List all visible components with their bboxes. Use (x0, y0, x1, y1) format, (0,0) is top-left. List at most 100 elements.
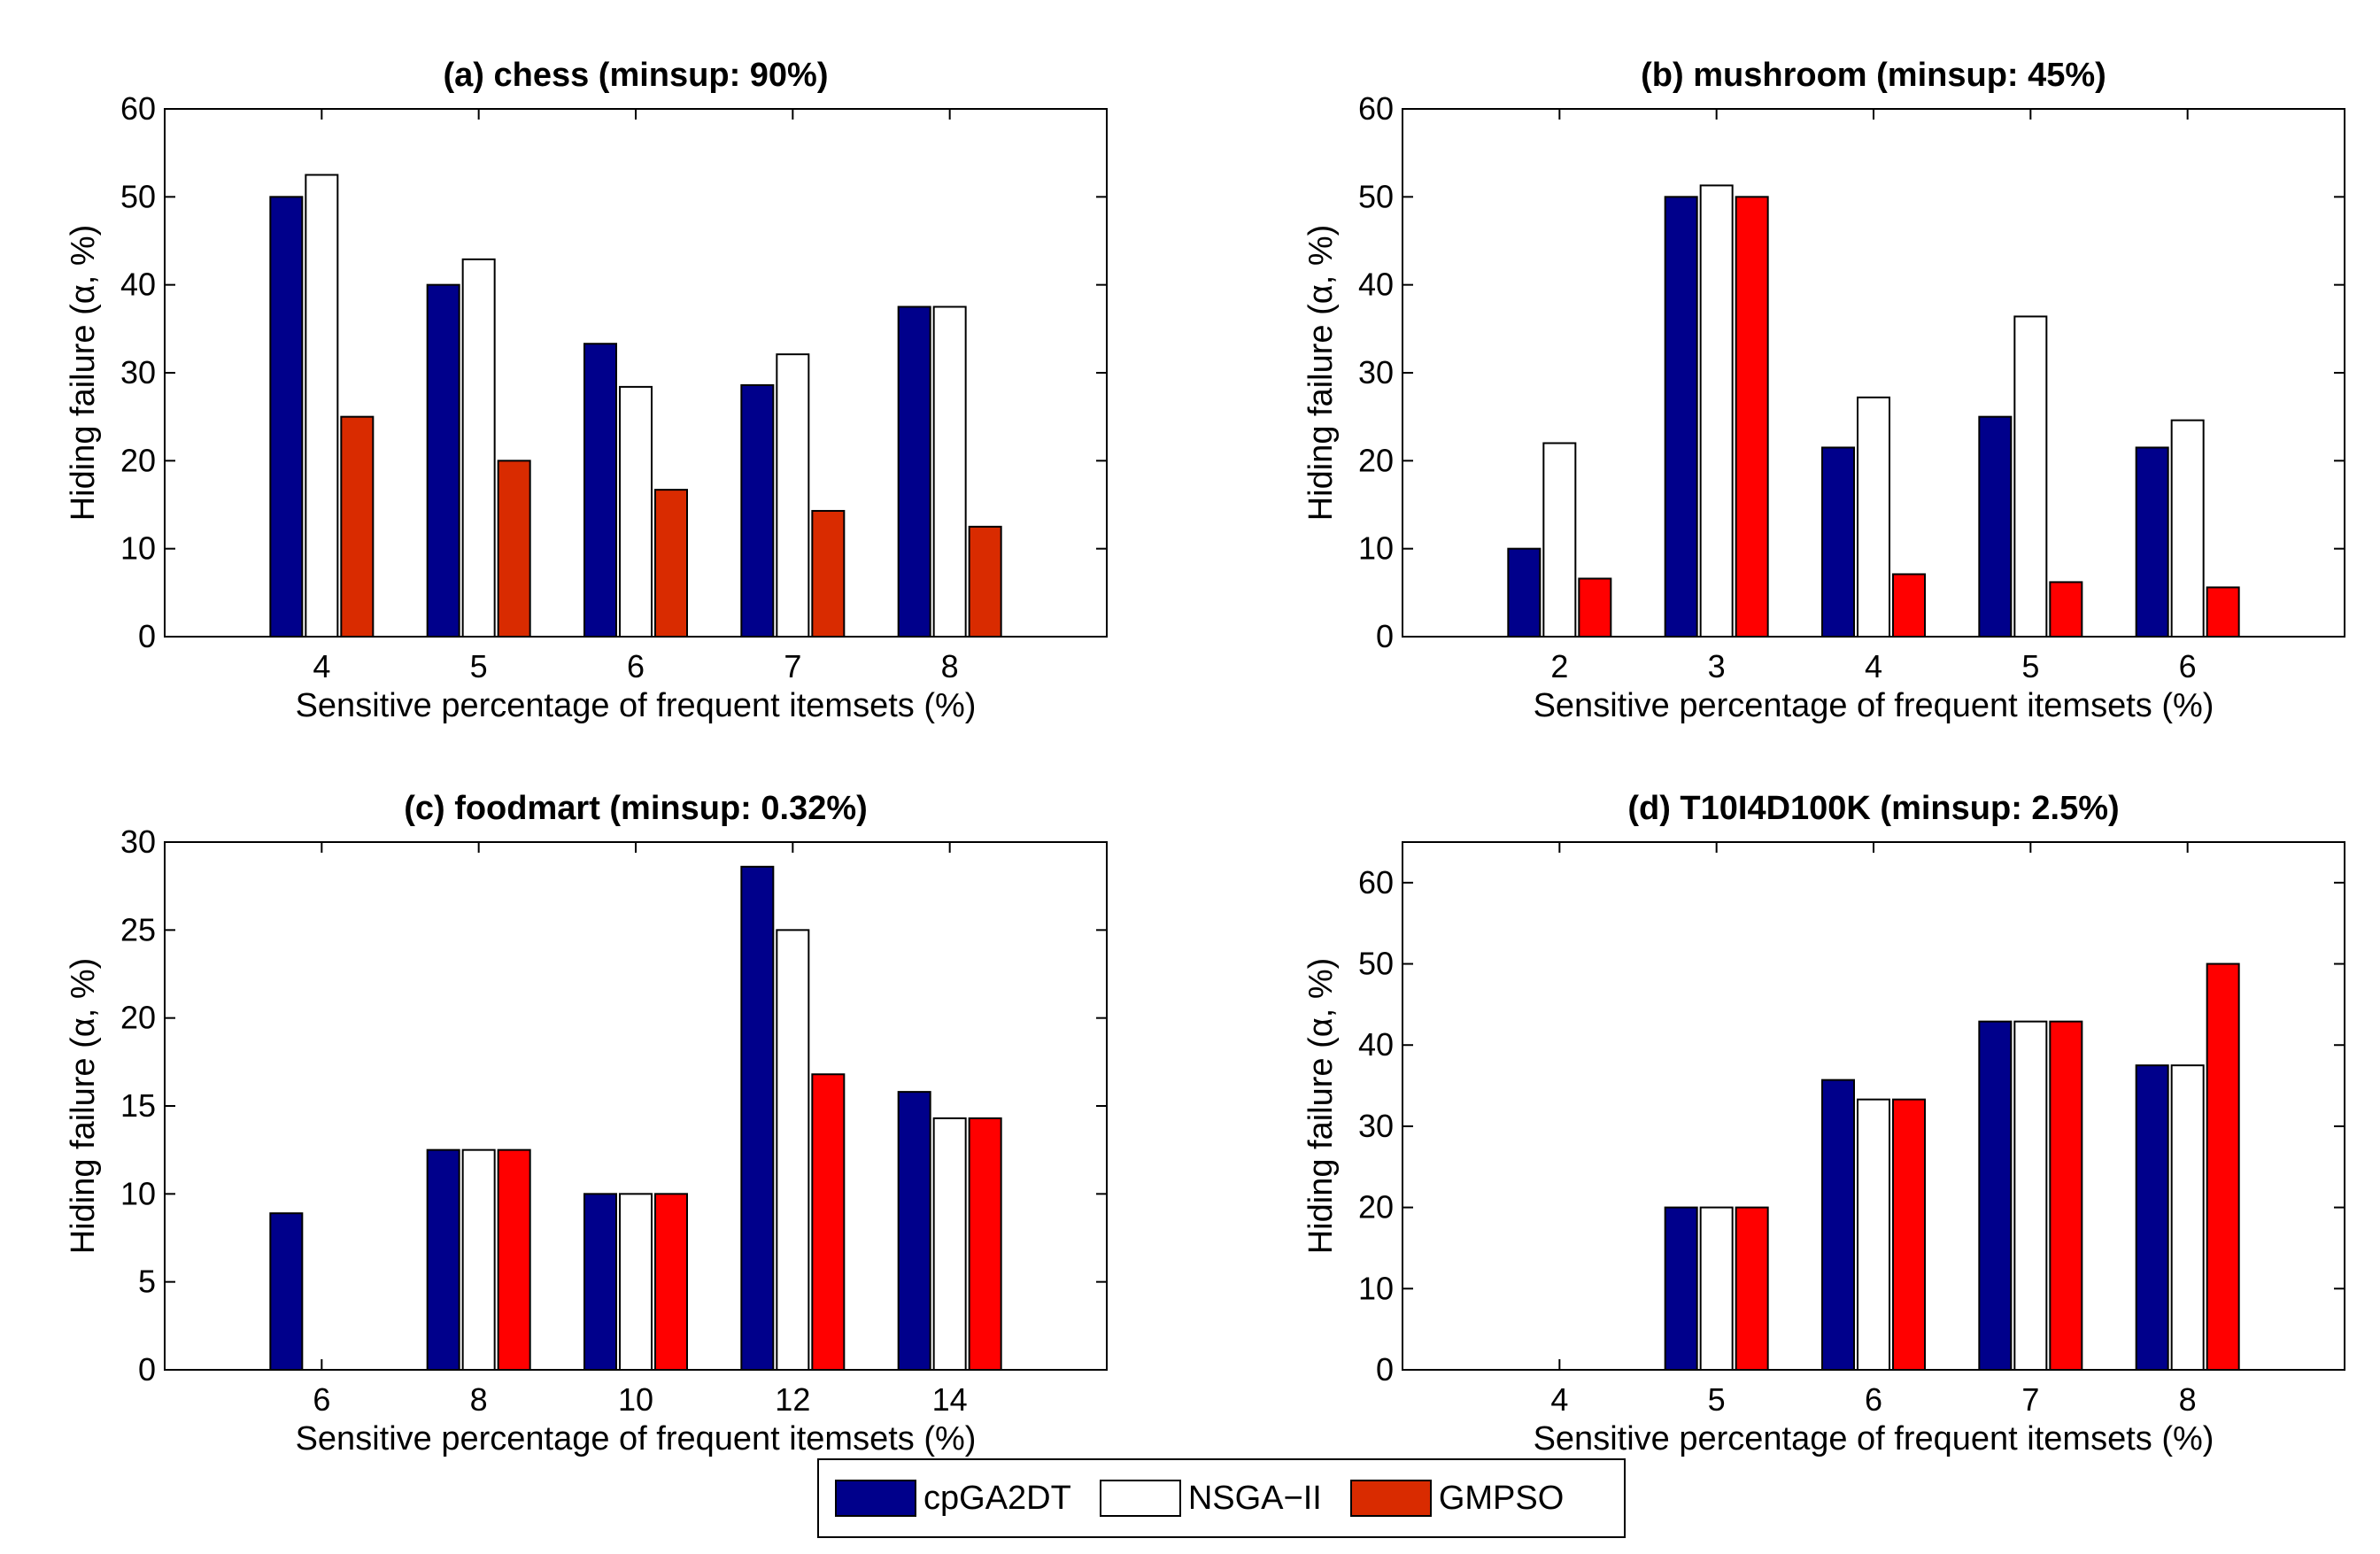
chart-title: (c) foodmart (minsup: 0.32%) (404, 790, 868, 827)
legend-item-nsga2: NSGA−II (1099, 1479, 1322, 1518)
bar-nsga2-8 (461, 1148, 496, 1371)
x-axis-label: Sensitive percentage of frequent itemset… (1534, 687, 2214, 724)
bar-gmpso-7 (2049, 1020, 2083, 1371)
bar-nsga2-7 (2013, 1020, 2048, 1371)
x-tick-label: 14 (932, 1381, 968, 1418)
y-tick-label: 40 (1358, 1026, 1394, 1063)
x-tick-label: 5 (2021, 648, 2039, 684)
bar-cpga2dt-6 (583, 343, 617, 638)
y-tick-label: 25 (120, 911, 156, 947)
legend-swatch-cpga2dt (835, 1480, 916, 1517)
y-tick-label: 20 (120, 1000, 156, 1036)
x-tick-label: 2 (1550, 648, 1568, 684)
y-tick-label: 50 (1358, 178, 1394, 214)
y-axis-label: Hiding failure (α, %) (1302, 225, 1340, 522)
bar-nsga2-5 (461, 258, 496, 638)
bar-gmpso-4 (340, 415, 375, 638)
y-tick-label: 20 (1358, 442, 1394, 478)
y-tick-label: 10 (120, 530, 156, 567)
chart-chess: 0 10 20 30 40 50 60 4 5 6 7 8 (a) chess (minsup: 90%… (65, 57, 1108, 724)
x-tick-label: 5 (1708, 1381, 1726, 1418)
bar-gmpso-5 (2049, 581, 2083, 638)
bar-cpga2dt-12 (740, 865, 775, 1371)
legend-item-gmpso: GMPSO (1349, 1479, 1565, 1518)
bar-cpga2dt-6 (2135, 446, 2169, 638)
legend-label-nsga2: NSGA−II (1187, 1479, 1322, 1517)
bar-nsga2-12 (776, 929, 810, 1372)
x-tick-label: 6 (313, 1381, 330, 1418)
legend: cpGA2DT NSGA−II GMPSO (817, 1458, 1626, 1538)
chart-title: (a) chess (minsup: 90%) (444, 57, 829, 94)
y-tick-label: 0 (138, 1351, 156, 1388)
bar-cpga2dt-6 (1821, 1079, 1855, 1371)
y-tick-label: 40 (1358, 267, 1394, 303)
bar-cpga2dt-6 (269, 1212, 304, 1371)
bar-gmpso-7 (811, 509, 846, 638)
chart-t10i4d100k: 0 10 20 30 40 50 60 4 5 6 7 8 (d) T10I4D100K (minsup… (1302, 790, 2345, 1457)
bar-nsga2-6 (619, 385, 653, 638)
y-tick-label: 15 (120, 1087, 156, 1124)
x-tick-label: 4 (1550, 1381, 1568, 1418)
legend-label-gmpso: GMPSO (1438, 1479, 1565, 1517)
y-tick-label: 5 (138, 1264, 156, 1300)
y-tick-label: 50 (1358, 946, 1394, 982)
bar-nsga2-5 (2013, 315, 2048, 638)
x-tick-label: 8 (470, 1381, 488, 1418)
bar-cpga2dt-4 (1821, 446, 1855, 638)
x-tick-label: 6 (2179, 648, 2197, 684)
bar-cpga2dt-2 (1507, 547, 1542, 638)
bar-cpga2dt-8 (426, 1148, 460, 1371)
bar-gmpso-6 (1892, 1098, 1926, 1372)
y-tick-label: 30 (120, 354, 156, 390)
y-tick-label: 0 (1376, 1351, 1394, 1388)
bar-cpga2dt-4 (269, 196, 304, 638)
x-tick-label: 3 (1708, 648, 1726, 684)
x-axis-label: Sensitive percentage of frequent itemset… (1534, 1420, 2214, 1457)
bar-gmpso-8 (2206, 963, 2240, 1371)
x-axis-label: Sensitive percentage of frequent itemset… (296, 687, 977, 724)
x-tick-label: 6 (627, 648, 645, 684)
y-axis-label: Hiding failure (α, %) (65, 225, 102, 522)
bar-nsga2-3 (1699, 184, 1734, 638)
x-tick-label: 12 (775, 1381, 810, 1418)
bar-nsga2-8 (2170, 1064, 2205, 1371)
x-tick-label: 6 (1865, 1381, 1882, 1418)
bar-nsga2-5 (1699, 1206, 1734, 1371)
x-axis-label: Sensitive percentage of frequent itemset… (296, 1420, 977, 1457)
x-tick-label: 8 (941, 648, 959, 684)
bar-gmpso-10 (654, 1193, 688, 1372)
y-tick-label: 50 (120, 178, 156, 214)
chart-mushroom: 0 10 20 30 40 50 60 2 3 4 5 6 (b) mushroom (minsup: … (1302, 57, 2345, 724)
bar-cpga2dt-3 (1664, 196, 1698, 638)
bar-cpga2dt-7 (1978, 1020, 2013, 1371)
bar-cpga2dt-5 (426, 283, 460, 638)
bar-nsga2-10 (619, 1193, 653, 1372)
bar-gmpso-12 (811, 1073, 846, 1371)
bar-gmpso-6 (2206, 586, 2240, 638)
bar-cpga2dt-10 (583, 1193, 617, 1372)
bar-gmpso-5 (497, 460, 531, 638)
bar-nsga2-4 (1857, 396, 1890, 638)
y-axis-label: Hiding failure (α, %) (65, 958, 102, 1255)
y-tick-label: 60 (120, 90, 156, 127)
x-tick-label: 4 (313, 648, 330, 684)
bar-gmpso-14 (968, 1117, 1002, 1371)
bar-gmpso-2 (1578, 577, 1612, 638)
bar-nsga2-6 (1857, 1098, 1890, 1372)
bar-nsga2-6 (2170, 419, 2205, 638)
x-tick-label: 5 (470, 648, 488, 684)
chart-title: (d) T10I4D100K (minsup: 2.5%) (1627, 790, 2119, 827)
legend-label-cpga2dt: cpGA2DT (923, 1479, 1071, 1517)
bar-nsga2-14 (932, 1117, 967, 1371)
bar-gmpso-4 (1892, 573, 1926, 638)
y-axis-label: Hiding failure (α, %) (1302, 958, 1340, 1255)
x-tick-label: 7 (2021, 1381, 2039, 1418)
y-tick-label: 30 (120, 823, 156, 860)
y-tick-label: 60 (1358, 864, 1394, 901)
bar-gmpso-8 (968, 525, 1002, 638)
y-tick-label: 0 (138, 618, 156, 654)
bar-gmpso-8 (497, 1148, 531, 1371)
bar-cpga2dt-14 (897, 1091, 931, 1372)
y-tick-label: 10 (1358, 1270, 1394, 1306)
